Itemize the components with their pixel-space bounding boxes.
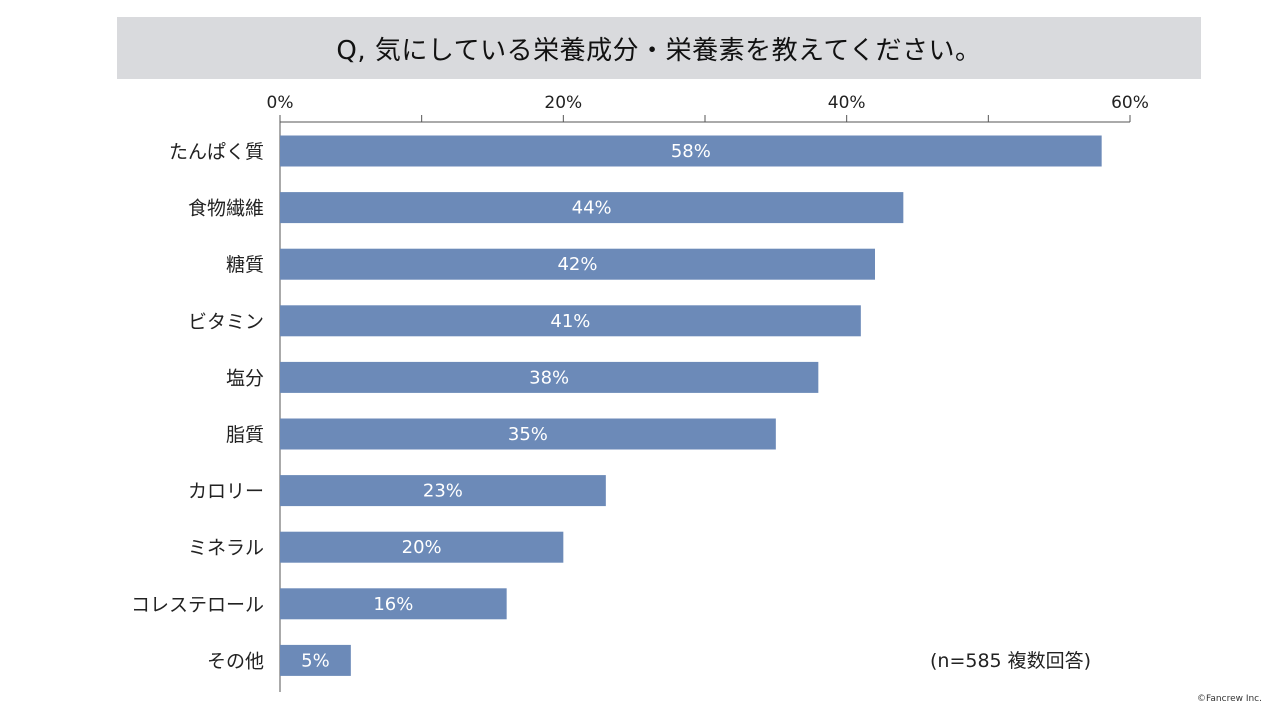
bar-value-label: 23% xyxy=(423,481,463,502)
bar xyxy=(280,361,819,393)
bar-value-label: 41% xyxy=(550,311,590,332)
title-bar: Q, 気にしている栄養成分・栄養素を教えてください。 xyxy=(117,17,1201,79)
x-tick-label: 60% xyxy=(1111,93,1149,113)
bar xyxy=(280,135,1102,167)
bar-value-label: 44% xyxy=(572,198,612,219)
bar xyxy=(280,248,875,280)
category-label: ビタミン xyxy=(188,311,264,333)
category-label: 食物繊維 xyxy=(188,198,264,220)
chart-title: Q, 気にしている栄養成分・栄養素を教えてください。 xyxy=(336,35,982,66)
category-label: コレステロール xyxy=(131,594,264,616)
bar-value-label: 42% xyxy=(557,254,597,275)
copyright: ©Fancrew Inc. xyxy=(1197,694,1262,704)
category-label: カロリー xyxy=(188,481,264,503)
sample-note: (n=585 複数回答) xyxy=(930,650,1092,672)
bar-value-label: 38% xyxy=(529,367,569,388)
bar xyxy=(280,192,904,224)
x-tick-label: 20% xyxy=(544,93,582,113)
category-label: ミネラル xyxy=(188,537,264,559)
x-tick-label: 40% xyxy=(828,93,866,113)
category-label: 脂質 xyxy=(226,424,264,446)
bar xyxy=(280,531,564,563)
x-tick-label: 0% xyxy=(267,93,294,113)
category-label: たんぱく質 xyxy=(169,141,264,163)
bar xyxy=(280,644,351,676)
bar xyxy=(280,305,861,337)
category-label: 塩分 xyxy=(226,367,264,389)
category-label: 糖質 xyxy=(226,254,264,276)
bar xyxy=(280,475,606,507)
category-label: その他 xyxy=(207,650,264,672)
bar xyxy=(280,588,507,620)
bar xyxy=(280,418,776,450)
bar-value-label: 5% xyxy=(301,650,330,671)
bar-value-label: 20% xyxy=(402,537,442,558)
bar-value-label: 58% xyxy=(671,141,711,162)
bar-value-label: 16% xyxy=(373,594,413,615)
bar-value-label: 35% xyxy=(508,424,548,445)
